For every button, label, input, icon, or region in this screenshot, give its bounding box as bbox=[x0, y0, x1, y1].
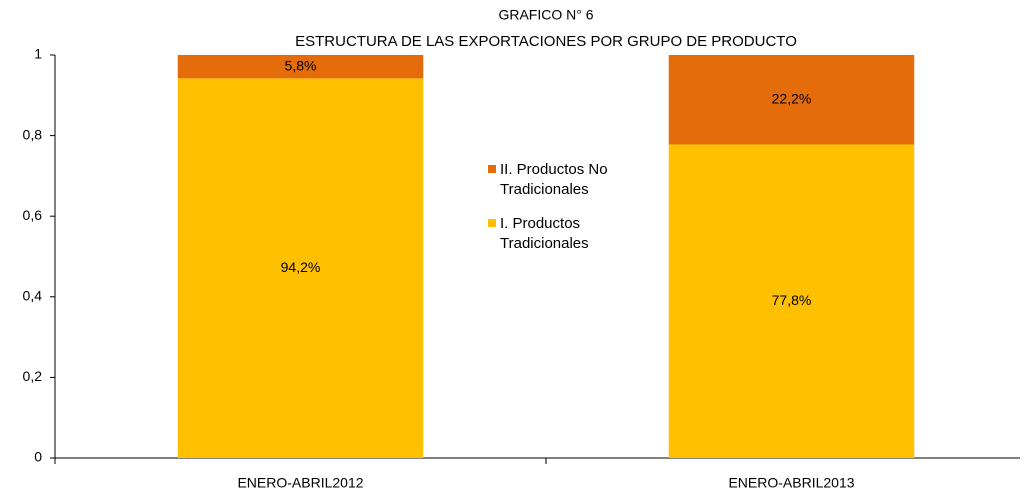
bar-segment bbox=[177, 78, 424, 459]
legend-label: I. Productos Tradicionales bbox=[500, 215, 589, 252]
x-tick-label: ENERO-ABRIL2013 bbox=[728, 475, 854, 491]
x-tick-label: ENERO-ABRIL2012 bbox=[237, 475, 363, 491]
legend: II. Productos No Tradicionales I. Product… bbox=[488, 160, 618, 268]
data-label: 94,2% bbox=[281, 259, 321, 275]
bar-segment bbox=[177, 55, 424, 79]
y-tick-label: 0,8 bbox=[23, 126, 43, 142]
data-label: 22,2% bbox=[772, 90, 812, 106]
y-tick-label: 0,2 bbox=[23, 368, 43, 384]
legend-label: II. Productos No Tradicionales bbox=[500, 161, 608, 198]
bar-segment bbox=[668, 55, 915, 145]
data-label: 5,8% bbox=[285, 57, 317, 73]
legend-swatch bbox=[488, 219, 496, 227]
bar-segment bbox=[668, 144, 915, 458]
y-tick-label: 0 bbox=[34, 449, 42, 465]
chart-title: GRAFICO N° 6 bbox=[498, 7, 593, 23]
chart-subtitle: ESTRUCTURA DE LAS EXPORTACIONES POR GRUP… bbox=[295, 33, 797, 50]
legend-item: II. Productos No Tradicionales bbox=[488, 160, 618, 200]
y-tick-label: 0,4 bbox=[23, 288, 43, 304]
legend-item: I. Productos Tradicionales bbox=[488, 214, 618, 254]
legend-swatch bbox=[488, 165, 496, 173]
y-tick-label: 1 bbox=[34, 46, 42, 62]
data-label: 77,8% bbox=[772, 292, 812, 308]
y-tick-label: 0,6 bbox=[23, 207, 43, 223]
